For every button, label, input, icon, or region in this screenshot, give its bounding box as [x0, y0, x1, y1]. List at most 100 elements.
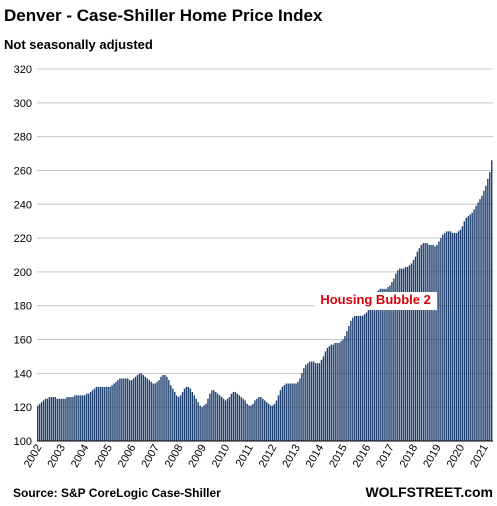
x-tick-label: 2021	[468, 443, 491, 470]
bar-2010-10	[242, 398, 244, 441]
bar-2011-11	[267, 403, 270, 441]
bar-2021-04	[489, 172, 491, 441]
bar-2016-02	[367, 309, 370, 441]
bar-2015-10	[359, 315, 362, 441]
bar-2002-02	[38, 403, 41, 441]
bar-2008-09	[193, 395, 195, 441]
bar-2008-11	[197, 402, 199, 441]
bar-2002-04	[42, 400, 45, 441]
bar-2002-08	[50, 397, 53, 441]
bar-2016-07	[377, 290, 379, 441]
bar-2007-07	[166, 376, 168, 441]
bar-2017-11	[408, 265, 411, 441]
brand-logo-text: WOLFSTREET.com	[365, 484, 493, 500]
bar-2004-03	[87, 393, 90, 441]
bar-2002-01	[37, 405, 39, 441]
bar-2006-12	[152, 383, 154, 441]
bar-2014-06	[328, 346, 331, 441]
y-tick-label: 180	[14, 301, 32, 313]
bar-2007-05	[162, 375, 164, 441]
bar-2012-10	[289, 383, 291, 441]
bar-2015-07	[354, 315, 356, 441]
bar-2007-12	[175, 395, 178, 441]
bar-2011-12	[269, 405, 272, 441]
bar-2017-05	[397, 270, 399, 441]
bar-2017-02	[391, 282, 393, 441]
bar-2014-04	[324, 351, 327, 441]
bar-2006-09	[146, 378, 149, 441]
bar-2013-08	[309, 361, 311, 441]
bar-2019-11	[455, 233, 458, 441]
bar-2010-05	[232, 391, 235, 441]
bar-2012-06	[281, 386, 284, 441]
bar-2015-06	[352, 317, 354, 441]
y-tick-label: 140	[14, 368, 32, 380]
bar-2020-07	[471, 212, 473, 441]
y-tick-label: 300	[14, 98, 32, 110]
bar-2017-06	[399, 268, 401, 441]
bar-2003-06	[70, 397, 72, 441]
annotation-housing-bubble-2: Housing Bubble 2	[320, 292, 431, 307]
bar-2005-03	[111, 385, 113, 441]
x-tick-label: 2012	[257, 443, 280, 470]
bar-2018-12	[434, 246, 436, 441]
bar-2013-04	[301, 373, 303, 441]
bar-2009-05	[209, 393, 211, 441]
y-tick-label: 100	[14, 436, 32, 448]
bar-2018-11	[432, 244, 434, 441]
y-tick-label: 160	[14, 335, 32, 347]
bar-2021-01	[483, 190, 485, 441]
bar-2008-12	[199, 405, 201, 441]
bar-2017-04	[395, 273, 397, 441]
bar-2019-03	[440, 238, 442, 441]
bar-2012-03	[275, 400, 278, 441]
bar-2008-08	[191, 391, 194, 441]
bar-2012-05	[279, 390, 282, 441]
bar-2016-11	[385, 288, 387, 441]
bar-2005-06	[117, 380, 119, 441]
bar-2002-03	[40, 402, 43, 441]
bar-2005-08	[121, 378, 123, 441]
y-tick-label: 280	[14, 132, 32, 144]
source-note: Source: S&P CoreLogic Case-Shiller	[13, 486, 221, 500]
bar-2016-04	[371, 300, 374, 441]
y-tick-label: 320	[14, 64, 32, 76]
bar-2009-10	[219, 395, 221, 441]
bar-2019-06	[446, 231, 448, 441]
bar-2014-12	[340, 341, 342, 441]
bar-2018-08	[426, 243, 428, 441]
bar-2021-03	[487, 178, 489, 441]
y-tick-label: 240	[14, 199, 32, 211]
bar-2008-07	[189, 388, 192, 441]
bar-2017-09	[404, 266, 407, 441]
x-tick-label: 2019	[421, 443, 444, 470]
x-tick-label: 2018	[398, 443, 421, 470]
bar-2002-10	[54, 397, 57, 441]
bar-2020-12	[481, 195, 483, 441]
bar-2013-10	[312, 361, 315, 441]
bar-2010-04	[230, 393, 233, 441]
bar-2011-03	[252, 403, 254, 441]
bar-2004-12	[105, 386, 107, 441]
bar-2017-01	[389, 285, 391, 441]
bar-2018-05	[420, 244, 422, 441]
bar-2003-08	[74, 395, 76, 441]
bar-2009-03	[205, 403, 207, 441]
bar-2008-02	[179, 395, 182, 441]
y-tick-label: 220	[14, 233, 32, 245]
bar-2005-10	[125, 378, 127, 441]
bar-2013-01	[295, 383, 297, 441]
bar-2016-10	[383, 288, 385, 441]
bar-2020-09	[475, 205, 477, 441]
bar-2009-08	[215, 391, 217, 441]
bar-2016-08	[379, 288, 381, 441]
bar-2021-02	[485, 185, 487, 441]
bar-2006-04	[136, 375, 139, 441]
bar-2018-07	[424, 243, 426, 441]
x-tick-label: 2011	[234, 443, 256, 469]
bar-2003-09	[76, 395, 78, 441]
bar-2018-04	[418, 248, 421, 441]
bar-2014-09	[334, 342, 336, 441]
bar-2014-07	[330, 344, 332, 441]
bar-2007-10	[172, 388, 174, 441]
